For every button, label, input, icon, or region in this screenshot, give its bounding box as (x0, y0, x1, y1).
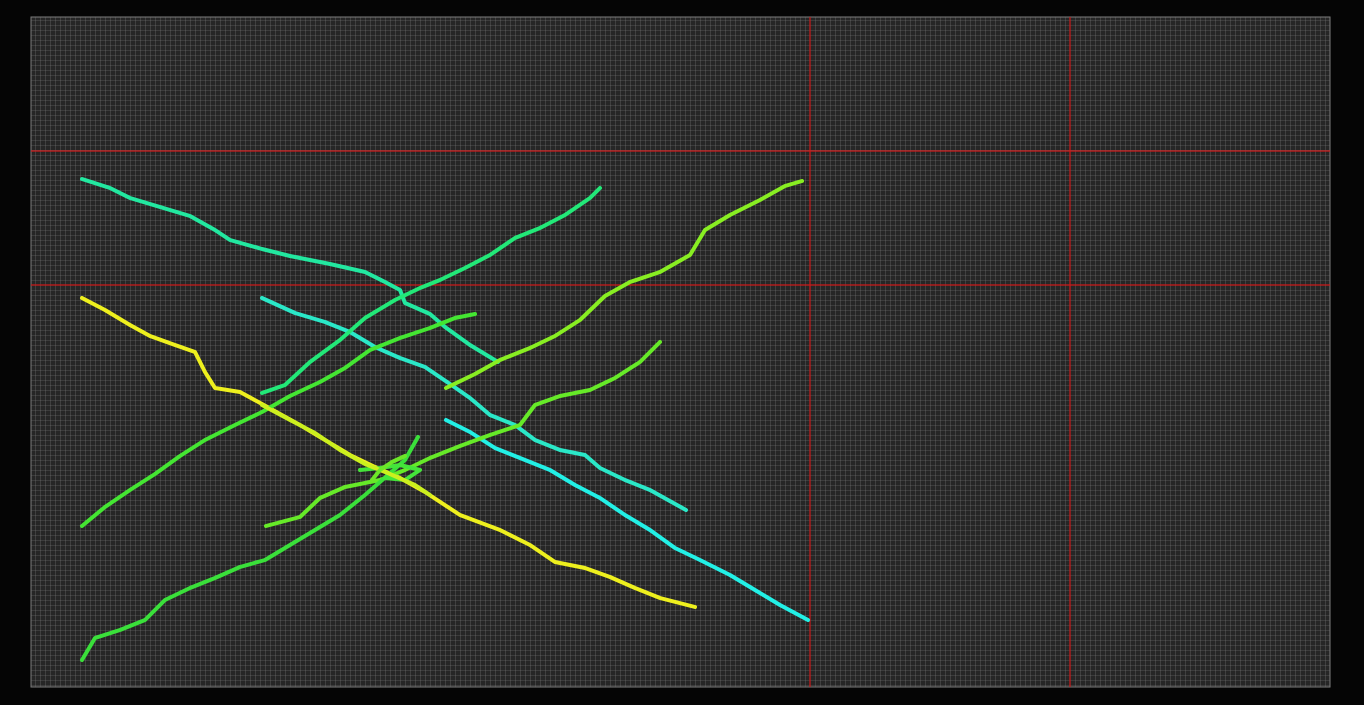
stroke-5 (260, 296, 688, 512)
stroke-3 (444, 179, 804, 390)
grid-area (30, 16, 1331, 688)
stroke-12 (370, 454, 407, 482)
drawn-strokes (80, 177, 810, 662)
guide-lines (31, 17, 1330, 687)
stroke-4 (260, 403, 432, 497)
stroke-8 (444, 418, 810, 622)
stroke-7 (264, 340, 662, 528)
stroke-1 (80, 177, 500, 364)
stroke-6 (80, 312, 477, 528)
stroke-2 (260, 186, 602, 395)
stroke-10 (80, 435, 420, 662)
